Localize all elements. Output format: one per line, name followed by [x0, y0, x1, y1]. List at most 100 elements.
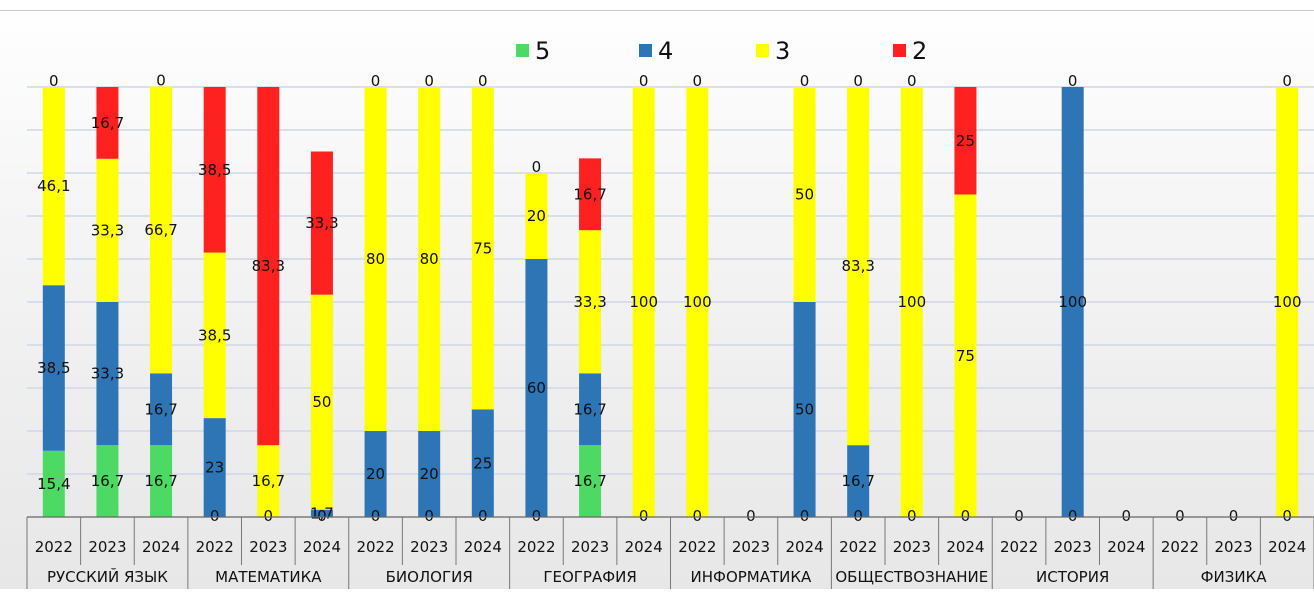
data-label: 75: [473, 239, 492, 257]
year-label: 2024: [946, 538, 984, 556]
data-label: 0: [800, 507, 810, 525]
year-label: 2022: [839, 538, 877, 556]
data-label: 0: [1068, 507, 1078, 525]
legend: 5 4 3 2: [516, 37, 927, 65]
data-label: 0: [1175, 507, 1185, 525]
data-label: 38,5: [198, 326, 231, 344]
data-label: 83,3: [841, 257, 874, 275]
data-label: 20: [366, 465, 385, 483]
data-label: 25: [956, 132, 975, 150]
year-label: 2023: [1054, 538, 1092, 556]
data-label: 66,7: [144, 221, 177, 239]
bar-segment-3: [579, 230, 602, 374]
bar-segment-3: [686, 87, 709, 517]
bar-segment-4: [42, 285, 65, 451]
subject-label: ОБЩЕСТВОЗНАНИЕ: [835, 568, 988, 586]
legend-swatch-3: [756, 44, 769, 57]
bar-segment-3: [310, 294, 333, 510]
bar-segment-3: [954, 194, 977, 517]
data-label: 0: [907, 507, 917, 525]
bar-segment-5: [579, 445, 602, 517]
data-label: 80: [420, 250, 439, 268]
bar-segment-4: [96, 302, 119, 446]
subject-label: ИСТОРИЯ: [1036, 568, 1109, 586]
bar-segment-3: [96, 158, 119, 302]
bar-segment-4: [525, 259, 548, 517]
data-label: 50: [312, 393, 331, 411]
bar-segment-4: [471, 409, 494, 517]
data-label: 83,3: [252, 257, 285, 275]
bar-segment-3: [364, 87, 387, 431]
data-label: 100: [897, 293, 926, 311]
data-label: 1,7: [310, 504, 334, 522]
data-label: 0: [639, 72, 649, 90]
year-label: 2024: [303, 538, 341, 556]
year-label: 2023: [249, 538, 287, 556]
legend-swatch-5: [516, 44, 529, 57]
data-label: 0: [693, 72, 703, 90]
data-label: 16,7: [91, 472, 124, 490]
year-label: 2023: [1214, 538, 1252, 556]
year-label: 2023: [571, 538, 609, 556]
bars: [42, 86, 1299, 517]
bar-segment-3: [418, 87, 441, 431]
year-label: 2024: [785, 538, 823, 556]
data-label: 50: [795, 401, 814, 419]
data-label: 0: [532, 507, 542, 525]
year-label: 2022: [678, 538, 716, 556]
data-label: 75: [956, 347, 975, 365]
legend-label-3: 3: [775, 37, 790, 65]
bar-segment-3: [793, 87, 816, 302]
data-label: 20: [527, 207, 546, 225]
year-label: 2023: [732, 538, 770, 556]
data-label: 0: [961, 507, 971, 525]
bar-segment-4: [847, 445, 870, 517]
data-label: 0: [1282, 507, 1292, 525]
year-label: 2023: [410, 538, 448, 556]
bar-segment-4: [418, 431, 441, 517]
bar-segment-2: [954, 87, 977, 195]
data-label: 0: [264, 507, 274, 525]
data-label: 33,3: [91, 221, 124, 239]
data-label: 0: [49, 72, 59, 90]
data-label: 16,7: [841, 472, 874, 490]
data-label: 33,3: [573, 293, 606, 311]
legend-label-5: 5: [535, 37, 550, 65]
data-label: 0: [478, 507, 488, 525]
bar-segment-2: [203, 87, 226, 253]
data-label: 0: [907, 72, 917, 90]
bar-segment-3: [150, 86, 173, 374]
bar-segment-2: [257, 87, 280, 446]
subject-label: БИОЛОГИЯ: [386, 568, 473, 586]
data-label: 0: [532, 158, 542, 176]
bar-segment-3: [632, 87, 655, 517]
bar-segment-3: [257, 445, 280, 517]
bar-segment-2: [579, 158, 602, 231]
data-label: 33,3: [91, 365, 124, 383]
bar-segment-5: [96, 445, 119, 517]
data-label: 0: [371, 507, 381, 525]
legend-swatch-4: [639, 44, 652, 57]
data-label: 23: [205, 459, 224, 477]
data-label: 46,1: [37, 177, 70, 195]
gridlines: [27, 86, 1314, 475]
data-label: 0: [746, 507, 756, 525]
data-label: 15,4: [37, 475, 70, 493]
category-axis: 2022 2023 2024 РУССКИЙ ЯЗЫК 2022 2023 2024 МАТЕ…: [26, 516, 1314, 589]
data-label: 100: [629, 293, 658, 311]
legend-swatch-2: [893, 44, 906, 57]
data-labels: 15,4 38,5 46,1 0 16,7 33,3 33,3 16,7 16,7 16,7 66,…: [37, 72, 1301, 525]
data-label: 0: [371, 72, 381, 90]
year-label: 2022: [1161, 538, 1199, 556]
bar-segment-3: [471, 87, 494, 410]
bar-segment-3: [1276, 87, 1299, 517]
data-label: 16,7: [573, 185, 606, 203]
legend-label-4: 4: [658, 37, 673, 65]
year-label: 2022: [35, 538, 73, 556]
data-label: 16,7: [144, 400, 177, 418]
bar-segment-3: [42, 87, 65, 286]
year-label: 2022: [1000, 538, 1038, 556]
bar-segment-4: [364, 431, 387, 517]
data-label: 0: [478, 72, 488, 90]
